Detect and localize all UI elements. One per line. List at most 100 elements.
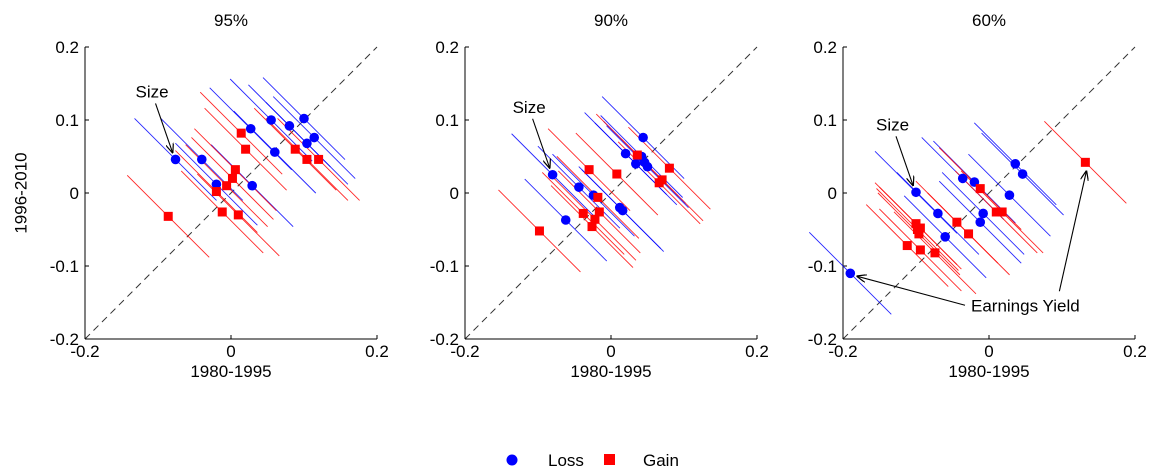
point-loss <box>911 187 921 198</box>
point-gain <box>612 169 622 179</box>
point-loss <box>638 132 648 143</box>
point-loss <box>247 180 257 191</box>
point-gain <box>952 217 962 227</box>
point-gain <box>930 248 940 258</box>
y-tick-label: 0.1 <box>55 111 79 130</box>
point-gain <box>915 245 925 255</box>
point-gain <box>997 207 1007 217</box>
reference-line <box>842 46 1136 340</box>
legend-label-gain: Gain <box>643 451 679 470</box>
point-gain <box>241 144 251 154</box>
legend: Loss Gain <box>506 451 679 470</box>
point-loss <box>975 217 986 227</box>
point-loss <box>560 215 571 225</box>
annotation-size: Size <box>876 115 909 134</box>
y-tick-label: 0 <box>450 184 459 203</box>
point-gain <box>964 229 974 239</box>
x-tick-label: 0 <box>984 342 993 361</box>
x-tick-label: -0.2 <box>70 342 99 361</box>
point-loss <box>620 148 631 159</box>
x-tick-label: 0 <box>226 342 235 361</box>
y-tick-label: -0.2 <box>50 330 79 349</box>
legend-marker-loss <box>506 454 518 466</box>
point-loss <box>845 268 856 279</box>
y-axis-label: 1996-2010 <box>11 152 30 233</box>
point-gain <box>632 150 642 160</box>
point-gain <box>593 192 603 202</box>
x-tick-label: -0.2 <box>450 342 479 361</box>
point-gain <box>664 163 674 173</box>
point-loss <box>245 123 256 134</box>
point-loss <box>940 232 950 242</box>
x-tick-label: 0.2 <box>745 342 769 361</box>
y-tick-label: -0.1 <box>808 257 837 276</box>
point-loss <box>170 154 181 165</box>
x-tick-label: 0.2 <box>365 342 389 361</box>
point-gain <box>991 207 1001 217</box>
point-gain <box>314 154 324 164</box>
panel-1: -0.2 -0.1 0 0.1 0.2 -0.2 0 0.2 95% 1980-1995 1996-… <box>11 11 388 381</box>
y-tick-label: 0.2 <box>55 38 79 57</box>
chart-title: 60% <box>972 11 1006 30</box>
x-tick-label: -0.2 <box>828 342 857 361</box>
point-gain <box>211 187 221 197</box>
annotation-arrow <box>1058 171 1086 292</box>
chart-title: 90% <box>594 11 628 30</box>
point-gain <box>915 223 925 233</box>
y-tick-label: 0.1 <box>813 111 837 130</box>
y-tick-label: 0.2 <box>435 38 459 57</box>
point-gain <box>578 208 588 218</box>
point-gain <box>222 181 232 191</box>
y-tick-label: 0.2 <box>813 38 837 57</box>
point-gain <box>534 226 544 236</box>
annotation-earnings-yield: Earnings Yield <box>971 296 1080 315</box>
point-loss <box>1017 169 1028 179</box>
point-loss <box>284 121 295 131</box>
point-loss <box>266 115 276 125</box>
x-tick-label: 0.2 <box>1123 342 1147 361</box>
annotation-arrow <box>857 276 966 306</box>
point-loss <box>631 159 641 169</box>
point-gain <box>217 207 227 217</box>
point-loss <box>270 147 280 157</box>
point-loss <box>574 182 584 192</box>
point-gain <box>1080 157 1090 167</box>
annotation-arrow <box>532 118 550 168</box>
annotation-size: Size <box>136 82 169 101</box>
point-gain <box>302 154 312 164</box>
point-gain <box>584 165 594 175</box>
annotation-size: Size <box>513 98 546 117</box>
panel-2: -0.2 -0.1 0 0.1 0.2 -0.2 0 0.2 90% 1980-1995 Size <box>430 11 769 381</box>
point-gain <box>975 184 985 194</box>
point-gain <box>902 241 912 251</box>
x-axis-label: 1980-1995 <box>190 362 271 381</box>
point-gain <box>657 175 667 185</box>
y-tick-label: 0 <box>70 184 79 203</box>
point-loss <box>642 161 653 172</box>
panel-3: -0.2 -0.1 0 0.1 0.2 -0.2 0 0.2 60% 1980-1995 Size E… <box>808 11 1147 381</box>
reference-line <box>464 46 758 340</box>
point-loss <box>933 208 943 219</box>
point-loss <box>617 205 628 216</box>
y-tick-label: -0.1 <box>50 257 79 276</box>
y-tick-label: -0.1 <box>430 257 459 276</box>
point-gain <box>236 128 246 138</box>
point-gain <box>233 210 243 220</box>
legend-marker-gain <box>604 454 615 465</box>
point-gain <box>290 144 300 154</box>
x-axis-label: 1980-1995 <box>948 362 1029 381</box>
scatter-panels: -0.2 -0.1 0 0.1 0.2 -0.2 0 0.2 95% 1980-1995 1996-… <box>11 11 1146 381</box>
point-loss <box>309 132 320 143</box>
point-gain <box>587 222 597 232</box>
point-loss <box>197 154 207 165</box>
point-gain <box>163 211 173 221</box>
reference-line <box>84 46 378 340</box>
annotation-arrow <box>155 103 173 152</box>
point-gain <box>914 229 924 239</box>
legend-label-loss: Loss <box>548 451 584 470</box>
point-loss <box>299 113 309 124</box>
point-loss <box>978 208 988 219</box>
point-loss <box>547 169 558 180</box>
point-loss <box>211 179 222 190</box>
